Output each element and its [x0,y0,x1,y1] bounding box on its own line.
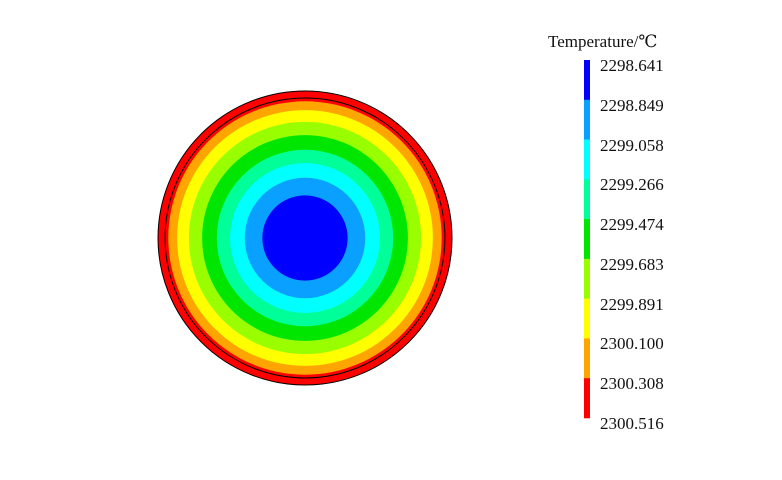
legend-tick-label: 2300.100 [600,334,664,354]
legend-tick-label: 2299.266 [600,175,664,195]
contour-disk [157,90,453,386]
outer-boundary-line [157,90,453,386]
legend-band-4 [584,179,590,220]
legend-band-6 [584,258,590,299]
legend-band-5 [584,219,590,260]
legend-title: Temperature/℃ [548,32,658,51]
legend-tick-label: 2299.891 [600,294,664,314]
legend-tick-label: 2298.849 [600,95,664,115]
legend-color-bar [584,60,590,419]
legend-band-9 [584,378,590,419]
legend-tick-label: 2299.474 [600,215,664,235]
legend-band-7 [584,298,590,339]
legend-tick-label: 2300.308 [600,374,664,394]
legend-band-2 [584,99,590,140]
inner-boundary-line [164,97,446,379]
legend-tick-label: 2299.058 [600,135,664,155]
legend-tick-label: 2298.641 [600,56,664,75]
legend-band-3 [584,139,590,180]
legend-band-1 [584,60,590,101]
contour-ring-1 [262,195,348,281]
legend-tick-label: 2300.516 [600,414,664,433]
legend-tick-label: 2299.683 [600,254,664,274]
legend-band-8 [584,338,590,379]
